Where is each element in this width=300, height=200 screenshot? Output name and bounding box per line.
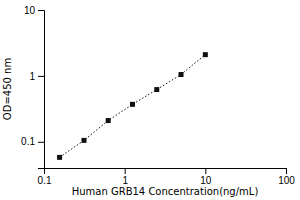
point	[179, 72, 184, 77]
tick-mark	[38, 10, 44, 11]
tick-label: 10	[24, 5, 36, 16]
tick-mark	[205, 168, 206, 174]
tick-label: 1	[122, 175, 128, 186]
point	[57, 155, 62, 160]
tick: 1	[122, 168, 128, 186]
tick-label: 100	[278, 175, 295, 186]
tick: 100	[278, 168, 295, 186]
tick-label: 1	[29, 71, 35, 82]
tick-mark	[125, 168, 126, 174]
chart: 0.11101000.1110Human GRB14 Concentration…	[0, 0, 300, 200]
x-axis: 0.1 1 10 100	[38, 168, 296, 186]
point	[81, 138, 86, 143]
tick-mark	[38, 76, 44, 77]
axis-line	[38, 11, 45, 169]
x-axis-title: Human GRB14 Concentration(ng/mL)	[72, 186, 259, 197]
plot-area: 0.1 1 10 100 0.1 1 10	[21, 5, 295, 186]
tick-label: 0.1	[38, 175, 52, 186]
tick: 10	[200, 168, 212, 186]
tick: 1	[29, 71, 44, 82]
y-axis: 0.1 1 10	[21, 5, 44, 169]
tick: 10	[24, 5, 44, 16]
point	[203, 52, 208, 57]
tick-label: 10	[200, 175, 212, 186]
point	[154, 87, 159, 92]
point	[130, 102, 135, 107]
y-axis-title: OD=450 nm	[2, 58, 13, 120]
axis-line	[45, 169, 287, 175]
point	[106, 118, 111, 123]
tick-mark	[286, 168, 287, 174]
tick-mark	[38, 142, 44, 143]
marks	[57, 52, 208, 160]
tick: 0.1	[21, 136, 44, 147]
tick-label: 0.1	[21, 136, 35, 147]
tick: 0.1	[38, 168, 52, 186]
line	[60, 55, 206, 158]
